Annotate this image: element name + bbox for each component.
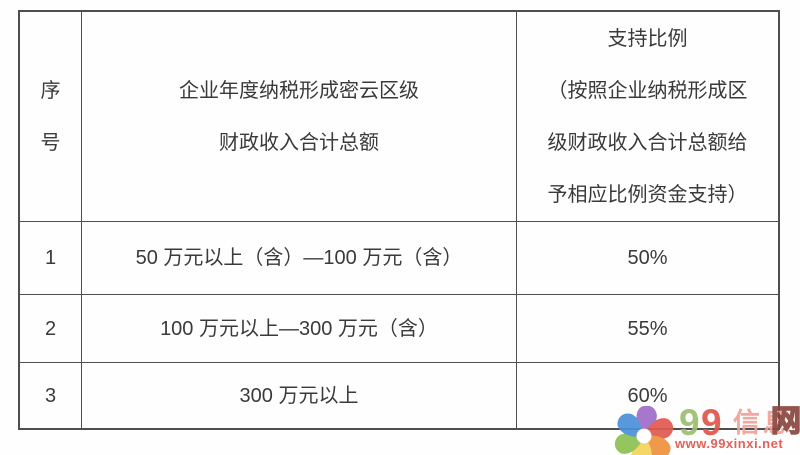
row2-serial-cell: 2 xyxy=(20,295,82,363)
header-serial-line: 号 xyxy=(40,131,61,154)
row1-ratio-cell: 50% xyxy=(517,222,778,295)
header-ratio-line: 支持比例 xyxy=(607,27,688,50)
header-cell-revenue: 企业年度纳税形成密云区级 财政收入合计总额 xyxy=(82,12,517,222)
row2-range-cell: 100 万元以上—300 万元（含） xyxy=(82,295,517,363)
header-ratio-line: 予相应比例资金支持） xyxy=(547,183,748,206)
header-serial-line: 序 xyxy=(40,79,61,102)
row2-ratio-cell: 55% xyxy=(517,295,778,363)
watermark-url-text: www.99xinxi.net xyxy=(675,436,784,451)
row3-range-cell: 300 万元以上 xyxy=(82,363,517,428)
support-ratio-table: 序 号 企业年度纳税形成密云区级 财政收入合计总额 支持比例 （按照企业纳税形成… xyxy=(18,10,780,430)
header-cell-serial: 序 号 xyxy=(20,12,82,222)
header-revenue-line: 财政收入合计总额 xyxy=(219,131,379,154)
row3-serial-cell: 3 xyxy=(20,363,82,428)
row1-serial-cell: 1 xyxy=(20,222,82,295)
header-cell-ratio: 支持比例 （按照企业纳税形成区 级财政收入合计总额给 予相应比例资金支持） xyxy=(517,12,778,222)
header-ratio-line: 级财政收入合计总额给 xyxy=(547,131,748,154)
row3-ratio-cell: 60% xyxy=(627,384,668,407)
header-revenue-line: 企业年度纳税形成密云区级 xyxy=(179,79,419,102)
row1-range-cell: 50 万元以上（含）—100 万元（含） xyxy=(82,222,517,295)
header-ratio-line: （按照企业纳税形成区 xyxy=(547,79,748,102)
